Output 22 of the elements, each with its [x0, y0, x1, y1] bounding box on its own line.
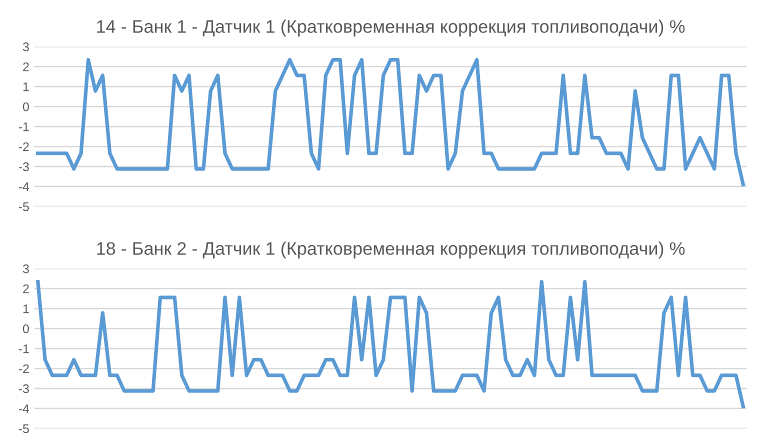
y-tick-label: 0: [22, 102, 29, 112]
y-tick-label: -5: [18, 424, 29, 434]
y-tick-label: 1: [23, 82, 29, 92]
chart-title: 18 - Банк 2 - Датчик 1 (Кратковременная коррекция топливоподачи) %: [97, 242, 685, 258]
y-tick-label: 2: [23, 284, 29, 294]
y-tick-label: -4: [18, 404, 30, 414]
y-tick-label: 3: [22, 42, 29, 52]
y-tick-label: 0: [22, 324, 29, 334]
y-tick-label: -3: [18, 384, 29, 394]
y-tick-label: -2: [18, 364, 29, 374]
y-tick-label: -5: [18, 202, 29, 212]
y-tick-label: -3: [18, 162, 29, 172]
chart-title: 14 - Банк 1 - Датчик 1 (Кратковременная коррекция топливоподачи) %: [97, 20, 685, 36]
y-tick-label: 2: [23, 62, 29, 72]
y-tick-label: -2: [18, 142, 29, 152]
y-tick-label: 3: [22, 264, 29, 274]
line-series: [36, 280, 745, 408]
line-series: [36, 58, 745, 186]
y-tick-label: -1: [18, 122, 29, 132]
y-tick-label: -1: [18, 344, 29, 354]
y-tick-label: -4: [18, 182, 30, 192]
y-tick-label: 1: [23, 304, 29, 314]
